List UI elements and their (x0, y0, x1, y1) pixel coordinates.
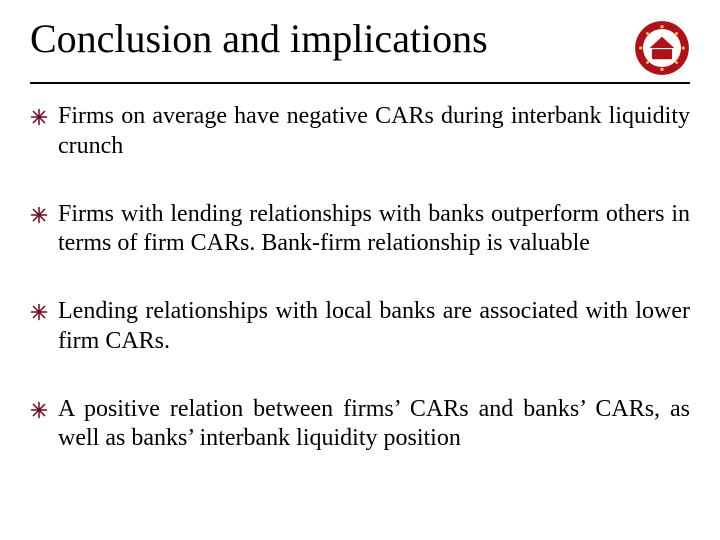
asterisk-bullet-icon (30, 303, 48, 321)
bullet-text: Firms with lending relationships with ba… (58, 200, 690, 260)
slide-title: Conclusion and implications (30, 18, 488, 60)
title-row: Conclusion and implications (30, 18, 690, 76)
list-item: A positive relation between firms’ CARs … (30, 395, 690, 455)
title-divider (30, 82, 690, 84)
university-seal-icon (634, 20, 690, 76)
bullet-list: Firms on average have negative CARs duri… (30, 102, 690, 454)
bullet-text: A positive relation between firms’ CARs … (58, 395, 690, 455)
list-item: Lending relationships with local banks a… (30, 297, 690, 357)
asterisk-bullet-icon (30, 206, 48, 224)
list-item: Firms on average have negative CARs duri… (30, 102, 690, 162)
asterisk-bullet-icon (30, 401, 48, 419)
asterisk-bullet-icon (30, 108, 48, 126)
bullet-text: Lending relationships with local banks a… (58, 297, 690, 357)
bullet-text: Firms on average have negative CARs duri… (58, 102, 690, 162)
list-item: Firms with lending relationships with ba… (30, 200, 690, 260)
slide: Conclusion and implications F (0, 0, 720, 540)
